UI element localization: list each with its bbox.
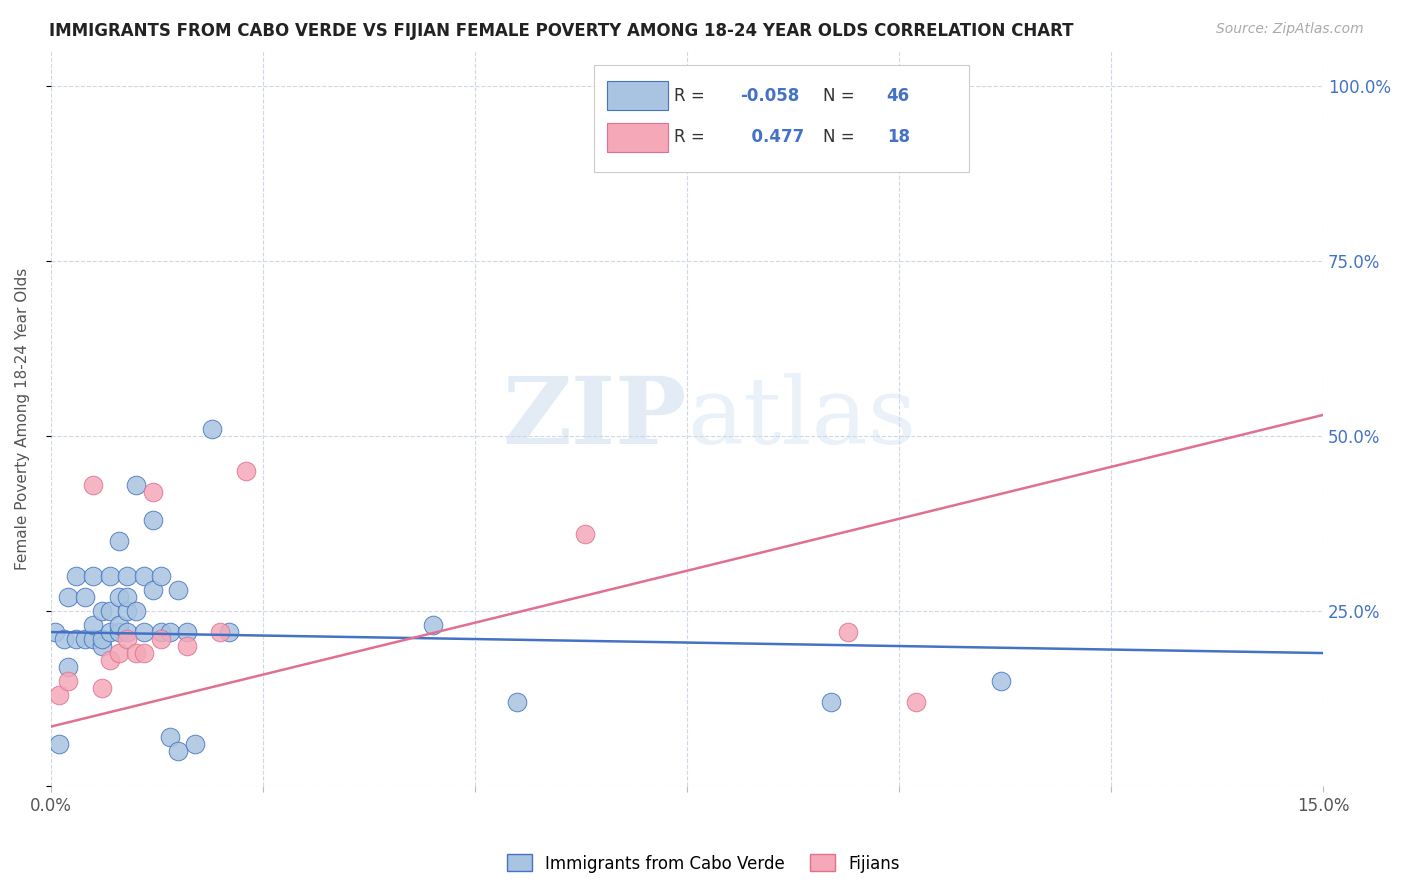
Point — [115, 625, 138, 640]
Point — [235, 464, 257, 478]
Point — [82, 618, 104, 632]
Point — [52, 632, 75, 646]
Point — [107, 625, 129, 640]
Text: R =: R = — [675, 87, 704, 104]
Point — [506, 695, 529, 709]
Point — [904, 695, 927, 709]
Text: N =: N = — [823, 128, 855, 146]
Text: IMMIGRANTS FROM CABO VERDE VS FIJIAN FEMALE POVERTY AMONG 18-24 YEAR OLDS CORREL: IMMIGRANTS FROM CABO VERDE VS FIJIAN FEM… — [49, 22, 1074, 40]
Point — [44, 625, 66, 640]
Text: ZIP: ZIP — [503, 374, 688, 464]
Point — [159, 625, 181, 640]
Point — [142, 582, 165, 597]
Point — [134, 625, 156, 640]
Point — [142, 513, 165, 527]
Point — [176, 625, 198, 640]
Point — [837, 625, 859, 640]
Point — [176, 639, 198, 653]
Point — [167, 582, 190, 597]
Point — [107, 590, 129, 604]
Text: N =: N = — [823, 87, 855, 104]
Point — [73, 632, 96, 646]
Point — [56, 590, 79, 604]
Point — [184, 737, 207, 751]
Point — [115, 632, 138, 646]
Text: 18: 18 — [887, 128, 910, 146]
Point — [167, 744, 190, 758]
Point — [65, 569, 87, 583]
FancyBboxPatch shape — [595, 65, 970, 172]
Point — [115, 604, 138, 618]
Point — [142, 485, 165, 500]
Point — [150, 625, 173, 640]
Point — [65, 632, 87, 646]
Point — [98, 604, 121, 618]
Point — [744, 78, 766, 93]
Point — [107, 533, 129, 548]
Point — [56, 674, 79, 689]
Point — [150, 632, 173, 646]
Point — [209, 625, 232, 640]
Point — [90, 632, 112, 646]
Point — [115, 590, 138, 604]
Text: 0.477: 0.477 — [741, 128, 804, 146]
Legend: Immigrants from Cabo Verde, Fijians: Immigrants from Cabo Verde, Fijians — [501, 847, 905, 880]
Point — [124, 604, 146, 618]
Point — [107, 618, 129, 632]
Point — [150, 569, 173, 583]
Point — [48, 737, 70, 751]
Point — [98, 625, 121, 640]
Point — [124, 646, 146, 660]
Point — [159, 730, 181, 744]
Point — [82, 569, 104, 583]
Text: 46: 46 — [887, 87, 910, 104]
Text: -0.058: -0.058 — [741, 87, 800, 104]
Y-axis label: Female Poverty Among 18-24 Year Olds: Female Poverty Among 18-24 Year Olds — [15, 268, 30, 569]
Point — [56, 660, 79, 674]
Text: Source: ZipAtlas.com: Source: ZipAtlas.com — [1216, 22, 1364, 37]
Point — [90, 604, 112, 618]
Point — [574, 527, 596, 541]
Point — [107, 646, 129, 660]
Point — [218, 625, 240, 640]
Point — [90, 639, 112, 653]
Point — [134, 646, 156, 660]
Text: R =: R = — [675, 128, 704, 146]
Point — [124, 478, 146, 492]
Point — [820, 695, 842, 709]
Point — [98, 569, 121, 583]
Point — [90, 681, 112, 695]
Point — [82, 478, 104, 492]
FancyBboxPatch shape — [607, 123, 668, 153]
Point — [422, 618, 444, 632]
Point — [201, 422, 224, 436]
Point — [48, 688, 70, 702]
Point — [82, 632, 104, 646]
Point — [73, 590, 96, 604]
Point — [98, 653, 121, 667]
FancyBboxPatch shape — [607, 81, 668, 110]
Text: atlas: atlas — [688, 374, 917, 464]
Point — [990, 674, 1012, 689]
Point — [115, 569, 138, 583]
Point — [134, 569, 156, 583]
